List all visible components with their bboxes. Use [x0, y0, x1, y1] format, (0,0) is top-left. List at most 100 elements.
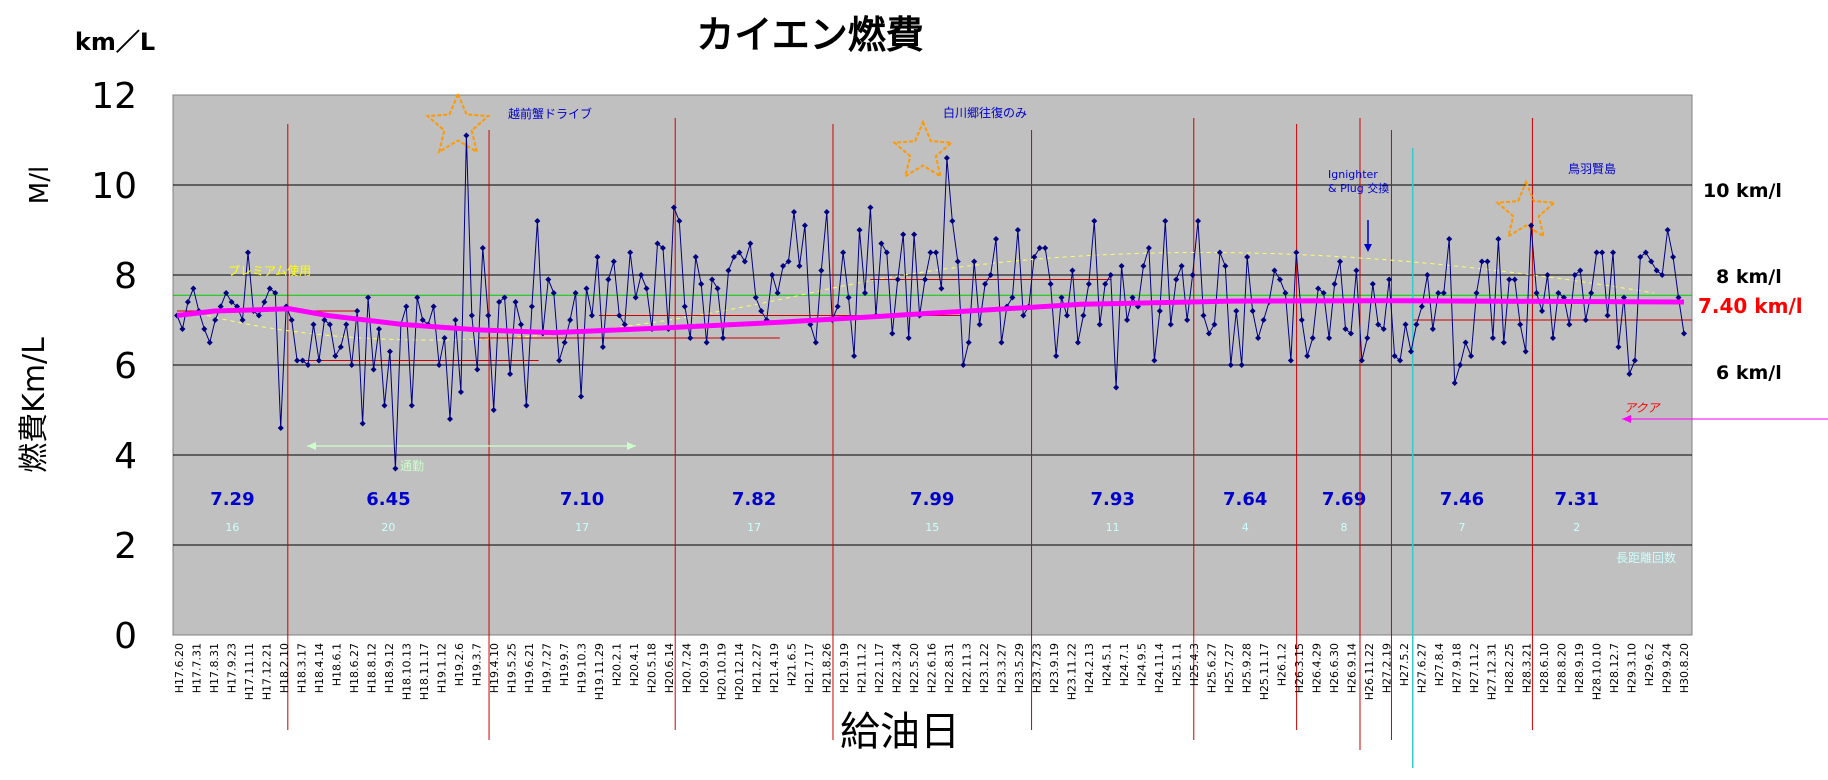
x-tick-label: H29.3.10: [1626, 643, 1639, 693]
data-point: [747, 240, 754, 247]
x-tick-label: H20.7.24: [681, 643, 694, 693]
x-tick-label: H24.7.1: [1118, 643, 1131, 686]
x-tick-label: H27.5.2: [1398, 643, 1411, 686]
data-point: [790, 209, 797, 215]
data-point: [1571, 272, 1578, 278]
period-count: 20: [381, 521, 395, 534]
data-point: [1118, 263, 1125, 269]
data-point: [1053, 353, 1060, 359]
data-point: [676, 218, 683, 224]
data-point: [1659, 272, 1666, 278]
data-point: [1326, 335, 1333, 341]
x-tick-label: H28.9.19: [1573, 643, 1586, 693]
data-point: [1047, 281, 1054, 287]
data-point: [1440, 290, 1447, 296]
data-point: [381, 402, 388, 409]
data-point: [201, 326, 208, 332]
data-point: [621, 321, 628, 328]
data-point: [1413, 321, 1420, 328]
data-point: [922, 276, 929, 283]
data-point: [1446, 236, 1453, 242]
data-point: [479, 245, 486, 251]
data-point: [512, 299, 519, 305]
data-point: [419, 317, 426, 323]
x-tick-label: H17.9.23: [226, 643, 239, 693]
x-tick-label: H23.5.29: [1013, 643, 1026, 693]
data-point: [1517, 321, 1524, 328]
data-point: [851, 353, 858, 359]
data-point: [856, 227, 863, 233]
period-count: 8: [1341, 521, 1348, 534]
data-point: [1342, 326, 1349, 332]
x-tick-label: H26.1.2: [1276, 643, 1289, 686]
x-tick-label: H21.11.2: [856, 643, 869, 693]
data-point: [1386, 276, 1393, 283]
data-point: [960, 362, 967, 368]
data-point: [632, 294, 639, 301]
data-point: [845, 294, 852, 301]
data-point: [840, 249, 847, 256]
data-point: [670, 204, 677, 211]
data-point: [1091, 218, 1098, 224]
annotation-plug: & Plug 交換: [1328, 181, 1389, 195]
data-point: [1184, 317, 1191, 323]
data-point: [1233, 308, 1240, 314]
data-point: [1648, 258, 1655, 265]
data-point: [212, 317, 219, 323]
data-point: [1069, 267, 1076, 274]
x-tick-label: H22.1.17: [873, 643, 886, 693]
data-point: [1675, 294, 1682, 301]
data-point: [1626, 371, 1633, 377]
data-point: [1544, 272, 1551, 278]
data-point: [528, 303, 535, 310]
data-point: [758, 308, 765, 314]
data-point: [447, 416, 454, 422]
data-point: [337, 344, 344, 350]
data-point: [578, 393, 585, 400]
data-point: [1522, 348, 1529, 355]
data-point: [1162, 218, 1169, 224]
data-point: [1353, 267, 1360, 274]
period-count: 2: [1573, 521, 1580, 534]
x-tick-label: H26.11.22: [1363, 643, 1376, 700]
data-point: [1107, 272, 1114, 278]
data-point: [949, 218, 956, 224]
data-point: [730, 254, 737, 260]
data-point: [1358, 357, 1365, 364]
period-average: 7.46: [1440, 489, 1484, 510]
x-tick-label: H27.9.18: [1451, 643, 1464, 693]
period-average: 7.93: [1090, 489, 1134, 510]
period-average: 7.82: [732, 489, 776, 510]
period-average: 7.64: [1223, 489, 1267, 510]
data-point: [976, 321, 983, 328]
x-tick-label: H28.10.10: [1591, 643, 1604, 700]
x-tick-label: H21.6.5: [786, 643, 799, 686]
arrow-head-icon: [1364, 244, 1372, 252]
period-average: 7.10: [560, 489, 604, 510]
data-point: [326, 321, 333, 328]
data-point: [567, 317, 574, 323]
data-point: [594, 254, 601, 260]
data-point: [998, 339, 1005, 346]
x-tick-label: H19.3.7: [471, 643, 484, 686]
data-point: [1222, 263, 1229, 269]
data-point: [1653, 267, 1660, 274]
ref-label-10: 10 km/l: [1703, 180, 1782, 202]
period-count: 7: [1458, 521, 1465, 534]
x-tick-label: H29.6.2: [1643, 643, 1656, 686]
period-average: 6.45: [366, 489, 410, 510]
data-point: [867, 204, 874, 211]
data-point: [1506, 276, 1513, 283]
data-point: [769, 272, 776, 278]
data-point: [1593, 249, 1600, 256]
unit-label: km／L: [75, 28, 155, 56]
data-point: [1582, 317, 1589, 323]
data-point: [184, 299, 191, 305]
data-point: [1468, 353, 1475, 359]
arrow-head-icon: [307, 442, 316, 450]
data-point: [834, 303, 841, 310]
x-tick-label: H23.11.22: [1066, 643, 1079, 700]
data-point: [1473, 290, 1480, 296]
annotation-long-count: 長距離回数: [1616, 550, 1676, 565]
